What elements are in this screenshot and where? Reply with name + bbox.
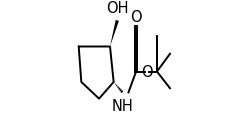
- Text: O: O: [141, 65, 153, 79]
- Text: O: O: [130, 9, 142, 24]
- Text: OH: OH: [106, 1, 129, 16]
- Text: NH: NH: [112, 98, 133, 113]
- Polygon shape: [110, 21, 119, 47]
